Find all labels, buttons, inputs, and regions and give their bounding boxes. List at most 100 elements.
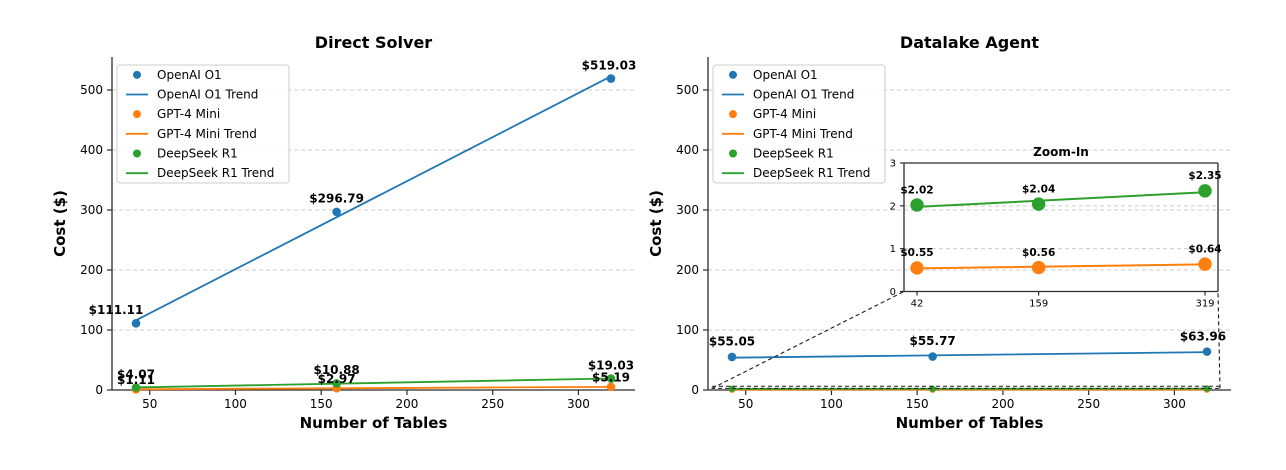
legend-label: OpenAI O1 Trend xyxy=(157,88,258,102)
data-point xyxy=(606,74,616,83)
y-axis-label: Cost ($) xyxy=(647,190,665,257)
chart-title: Zoom-In xyxy=(1033,145,1089,159)
data-point xyxy=(928,352,937,361)
legend-label: DeepSeek R1 xyxy=(157,147,238,161)
data-point xyxy=(1198,257,1212,271)
legend-marker-dot xyxy=(729,149,737,158)
data-point xyxy=(332,379,341,388)
legend-label: GPT-4 Mini Trend xyxy=(753,127,853,141)
zoom-indicator xyxy=(711,291,1221,389)
trend-line xyxy=(135,377,612,389)
point-label: $5.19 xyxy=(592,371,630,385)
legend-label: DeepSeek R1 xyxy=(753,147,834,161)
data-point xyxy=(910,261,924,275)
y-tick-label: 3 xyxy=(890,159,896,170)
zoom-in-inset-plot: 0 1 2 3 42 159 319 Zoom-In $0.55 $0.56 $0.64 $2.02 $… xyxy=(890,145,1222,310)
y-tick-label: 1 xyxy=(890,244,896,255)
x-tick-label: 50 xyxy=(738,397,753,411)
x-tick-label: 150 xyxy=(906,397,929,411)
data-point xyxy=(1203,385,1211,392)
x-tick-label: 100 xyxy=(224,397,247,411)
data-point xyxy=(606,374,616,383)
legend-box xyxy=(116,64,290,184)
legend-label: GPT-4 Mini Trend xyxy=(157,127,257,141)
legend-label: OpenAI O1 Trend xyxy=(753,88,854,102)
legend-label: DeepSeek R1 Trend xyxy=(753,166,870,180)
point-label: $10.88 xyxy=(313,363,359,377)
direct-solver-plot: 0 100 200 300 400 500 50 100 150 200 250 300 Direct … xyxy=(51,33,636,432)
x-tick-label: 319 xyxy=(1195,299,1214,310)
legend: OpenAI O1 OpenAI O1 Trend GPT-4 Mini GPT-4 … xyxy=(712,64,886,184)
data-point xyxy=(131,383,141,392)
point-label: $0.56 xyxy=(1022,247,1055,259)
chart-title: Direct Solver xyxy=(315,33,432,52)
y-tick-label: 400 xyxy=(80,143,103,157)
x-tick-label: 250 xyxy=(481,397,504,411)
y-tick-label: 300 xyxy=(80,203,103,217)
data-point xyxy=(728,385,736,392)
zoom-region-rect xyxy=(711,385,1221,389)
zoom-connector-right xyxy=(1217,291,1221,389)
legend-marker-dot xyxy=(133,110,141,119)
y-tick-label: 0 xyxy=(890,287,896,298)
trend-line xyxy=(731,351,1208,359)
point-label: $1.11 xyxy=(117,373,155,387)
point-label: $2.35 xyxy=(1188,170,1221,182)
point-label: $55.05 xyxy=(709,335,755,349)
datalake-agent-plot: 0 100 200 300 400 500 50 100 150 200 250 300 Datalak… xyxy=(647,33,1231,432)
y-tick-label: 0 xyxy=(95,383,103,397)
x-axis-label: Number of Tables xyxy=(300,414,448,432)
y-tick-label: 500 xyxy=(676,83,699,97)
x-tick-label: 150 xyxy=(310,397,333,411)
y-axis-label: Cost ($) xyxy=(51,190,69,257)
x-tick-label: 100 xyxy=(820,397,843,411)
y-tick-label: 2 xyxy=(890,201,896,212)
trend-line xyxy=(135,385,612,391)
data-point xyxy=(910,198,924,212)
legend-label: DeepSeek R1 Trend xyxy=(157,166,274,180)
data-point xyxy=(131,319,141,328)
legend-label: GPT-4 Mini xyxy=(157,107,220,121)
point-label: $0.64 xyxy=(1188,243,1221,255)
point-label: $0.55 xyxy=(900,247,933,259)
x-tick-label: 159 xyxy=(1029,299,1048,310)
legend-marker-dot xyxy=(133,149,141,158)
data-point xyxy=(606,382,616,392)
legend-marker-dot xyxy=(729,70,737,79)
y-tick-label: 200 xyxy=(80,263,103,277)
y-tick-label: 300 xyxy=(676,203,699,217)
y-tick-label: 200 xyxy=(676,263,699,277)
point-label: $63.96 xyxy=(1180,329,1226,343)
point-label: $2.04 xyxy=(1022,183,1055,195)
zoom-connector-left xyxy=(711,291,905,389)
x-tick-label: 250 xyxy=(1077,397,1100,411)
data-point xyxy=(1202,347,1212,356)
x-tick-label: 300 xyxy=(1163,397,1186,411)
y-tick-label: 400 xyxy=(676,143,699,157)
x-axis-label: Number of Tables xyxy=(896,414,1044,432)
x-tick-label: 42 xyxy=(911,299,924,310)
point-label: $4.07 xyxy=(117,367,155,381)
data-point xyxy=(1198,184,1212,198)
point-label: $2.02 xyxy=(900,184,933,196)
x-tick-label: 200 xyxy=(991,397,1014,411)
point-label: $55.77 xyxy=(909,334,955,348)
trend-line xyxy=(915,191,1207,208)
x-tick-label: 50 xyxy=(142,397,157,411)
data-point xyxy=(1031,197,1046,211)
y-tick-label: 100 xyxy=(80,323,103,337)
legend-marker-dot xyxy=(729,110,737,119)
x-tick-label: 300 xyxy=(567,397,590,411)
data-point xyxy=(1031,260,1046,275)
point-label: $19.03 xyxy=(588,358,634,372)
y-tick-label: 500 xyxy=(80,83,103,97)
point-label: $296.79 xyxy=(309,192,364,206)
point-label: $2.97 xyxy=(318,372,356,386)
y-tick-label: 0 xyxy=(691,383,699,397)
point-label: $519.03 xyxy=(582,58,637,72)
trend-line xyxy=(135,75,612,322)
legend-label: GPT-4 Mini xyxy=(753,107,816,121)
data-point xyxy=(929,385,936,392)
